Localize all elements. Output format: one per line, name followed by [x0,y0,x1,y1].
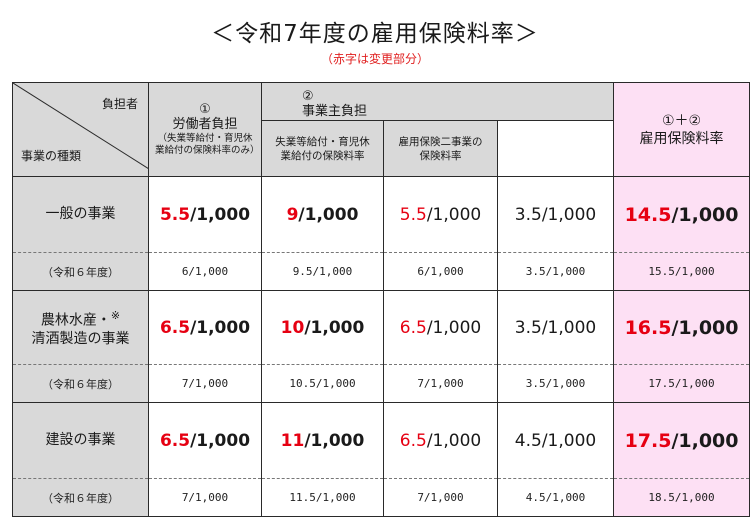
total-rate: 14.5/1,000 [613,176,750,253]
header-corner-bottom: 事業の種類 [21,149,82,163]
prev-unemployment-rate: 6/1,000 [383,252,498,291]
header-employer-sub2: 雇用保険二事業の保険料率 [398,135,483,162]
prev-worker-rate: 7/1,000 [148,478,262,517]
footnote-mark: ※ [110,308,121,322]
header-worker-note: （失業等給付・育児休業給付の保険料率のみ） [155,133,260,156]
worker-rate: 6.5/1,000 [148,402,262,479]
header-corner-top: 負担者 [101,97,138,111]
header-worker: ① 労働者負担 （失業等給付・育児休業給付の保険料率のみ） [148,82,262,177]
prev-employer-rate: 10.5/1,000 [261,364,384,403]
worker-rate: 5.5/1,000 [148,176,262,253]
header-total-label: 雇用保険料率 [639,130,724,147]
employer-rate: 10/1,000 [261,290,384,365]
prev-unemployment-rate: 7/1,000 [383,478,498,517]
header-corner-cell: 負担者 事業の種類 [12,82,149,177]
unemployment-rate: 6.5/1,000 [383,290,498,365]
page-title: ＜令和7年度の雇用保険料率＞ [211,21,539,47]
header-total-num: ①＋② [661,112,702,129]
row-label: 建設の事業 [12,402,149,479]
prev-twobiz-rate: 3.5/1,000 [496,364,615,403]
worker-rate: 6.5/1,000 [148,290,262,365]
prev-twobiz-rate: 3.5/1,000 [496,252,615,291]
prev-twobiz-rate: 4.5/1,000 [496,478,615,517]
prev-employer-rate: 11.5/1,000 [261,478,384,517]
header-employer-unemployment: 失業等給付・育児休業給付の保険料率 [261,120,384,177]
twobiz-rate: 3.5/1,000 [496,176,615,253]
prev-year-label: （令和６年度） [12,364,149,403]
page-subtitle: （赤字は変更部分） [320,52,429,66]
employer-rate: 9/1,000 [261,176,384,253]
row-label: 一般の事業 [12,176,149,253]
header-employer-sub1: 失業等給付・育児休業給付の保険料率 [275,135,370,162]
header-total: ①＋② 雇用保険料率 [613,82,750,177]
header-worker-num: ① [199,102,211,117]
row-label: 農林水産・※ 清酒製造の事業 [12,290,149,365]
header-employer-label: 事業主負担 [302,104,368,119]
employer-rate: 11/1,000 [261,402,384,479]
prev-year-label: （令和６年度） [12,252,149,291]
prev-unemployment-rate: 7/1,000 [383,364,498,403]
prev-worker-rate: 6/1,000 [148,252,262,291]
header-employer: ② 事業主負担 [260,82,615,121]
header-employer-twobiz: 雇用保険二事業の保険料率 [383,120,498,177]
twobiz-rate: 4.5/1,000 [496,402,615,479]
header-employer-num: ② [302,89,314,104]
unemployment-rate: 6.5/1,000 [383,402,498,479]
insurance-rate-table: 負担者 事業の種類 ① 労働者負担 （失業等給付・育児休業給付の保険料率のみ） … [12,82,750,517]
prev-employer-rate: 9.5/1,000 [261,252,384,291]
header-worker-label: 労働者負担 [172,117,238,132]
prev-year-label: （令和６年度） [12,478,149,517]
total-rate: 17.5/1,000 [613,402,750,479]
diagonal-line [13,83,149,169]
prev-worker-rate: 7/1,000 [148,364,262,403]
total-rate: 16.5/1,000 [613,290,750,365]
prev-total-rate: 15.5/1,000 [613,252,750,291]
unemployment-rate: 5.5/1,000 [383,176,498,253]
prev-total-rate: 18.5/1,000 [613,478,750,517]
twobiz-rate: 3.5/1,000 [496,290,615,365]
prev-total-rate: 17.5/1,000 [613,364,750,403]
